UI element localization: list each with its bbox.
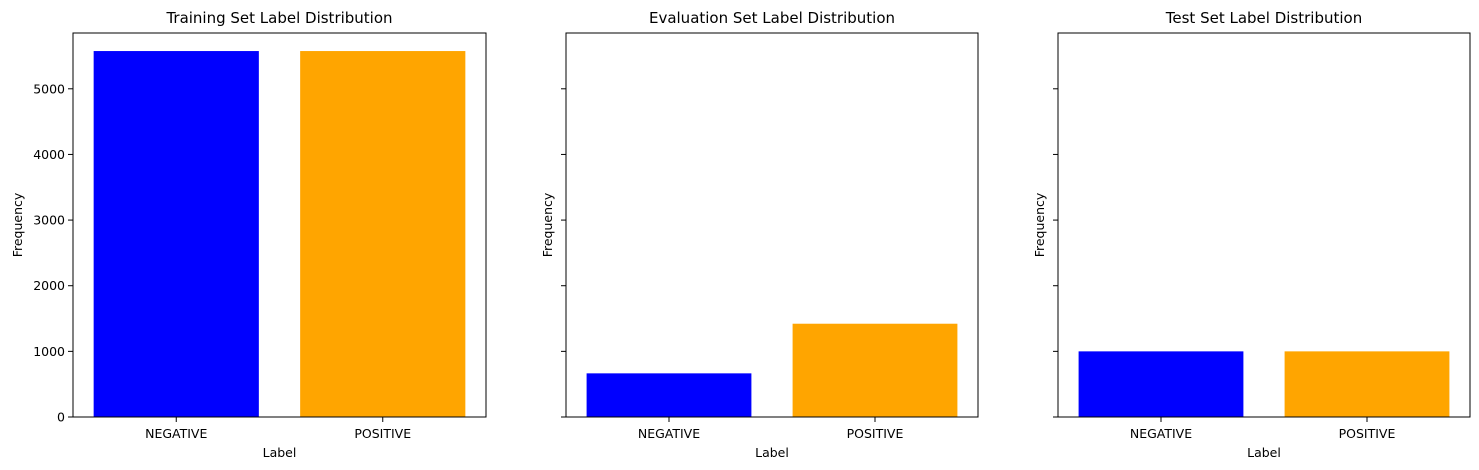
chart-title-2: Evaluation Set Label Distribution bbox=[649, 9, 895, 27]
plot-frame-chart-2 bbox=[565, 32, 979, 418]
x-tick-label-chart-2: POSITIVE bbox=[847, 426, 904, 441]
x-tick-label-chart-3: POSITIVE bbox=[1339, 426, 1396, 441]
plot-frame-chart-3 bbox=[1057, 32, 1471, 418]
bar-negative-chart-3 bbox=[1078, 351, 1244, 417]
y-tick-label-chart-1: 4000 bbox=[33, 147, 65, 162]
y-axis-label-chart-1: Frequency bbox=[10, 192, 25, 257]
y-tick-label-chart-1: 1000 bbox=[33, 344, 65, 359]
bar-positive-chart-1 bbox=[300, 51, 466, 418]
x-tick-label-chart-2: NEGATIVE bbox=[638, 426, 700, 441]
y-axis-label-chart-2: Frequency bbox=[540, 192, 555, 257]
y-axis-label-chart-3: Frequency bbox=[1032, 192, 1047, 257]
bar-positive-chart-3 bbox=[1284, 351, 1450, 417]
chart-title-3: Test Set Label Distribution bbox=[1165, 9, 1362, 27]
chart-title-1: Training Set Label Distribution bbox=[165, 9, 392, 27]
plot-frame-chart-1 bbox=[72, 32, 487, 418]
y-tick-label-chart-1: 0 bbox=[57, 410, 65, 425]
y-tick-label-chart-1: 5000 bbox=[33, 81, 65, 96]
x-axis-label-chart-1: Label bbox=[263, 445, 297, 460]
y-tick-label-chart-1: 3000 bbox=[33, 213, 65, 228]
x-tick-label-chart-1: NEGATIVE bbox=[145, 426, 207, 441]
bar-negative-chart-1 bbox=[93, 51, 259, 418]
bar-positive-chart-2 bbox=[792, 323, 958, 417]
x-tick-label-chart-1: POSITIVE bbox=[354, 426, 411, 441]
x-tick-label-chart-3: NEGATIVE bbox=[1130, 426, 1192, 441]
x-axis-label-chart-2: Label bbox=[755, 445, 789, 460]
y-tick-label-chart-1: 2000 bbox=[33, 278, 65, 293]
x-axis-label-chart-3: Label bbox=[1247, 445, 1281, 460]
bar-negative-chart-2 bbox=[586, 373, 752, 417]
